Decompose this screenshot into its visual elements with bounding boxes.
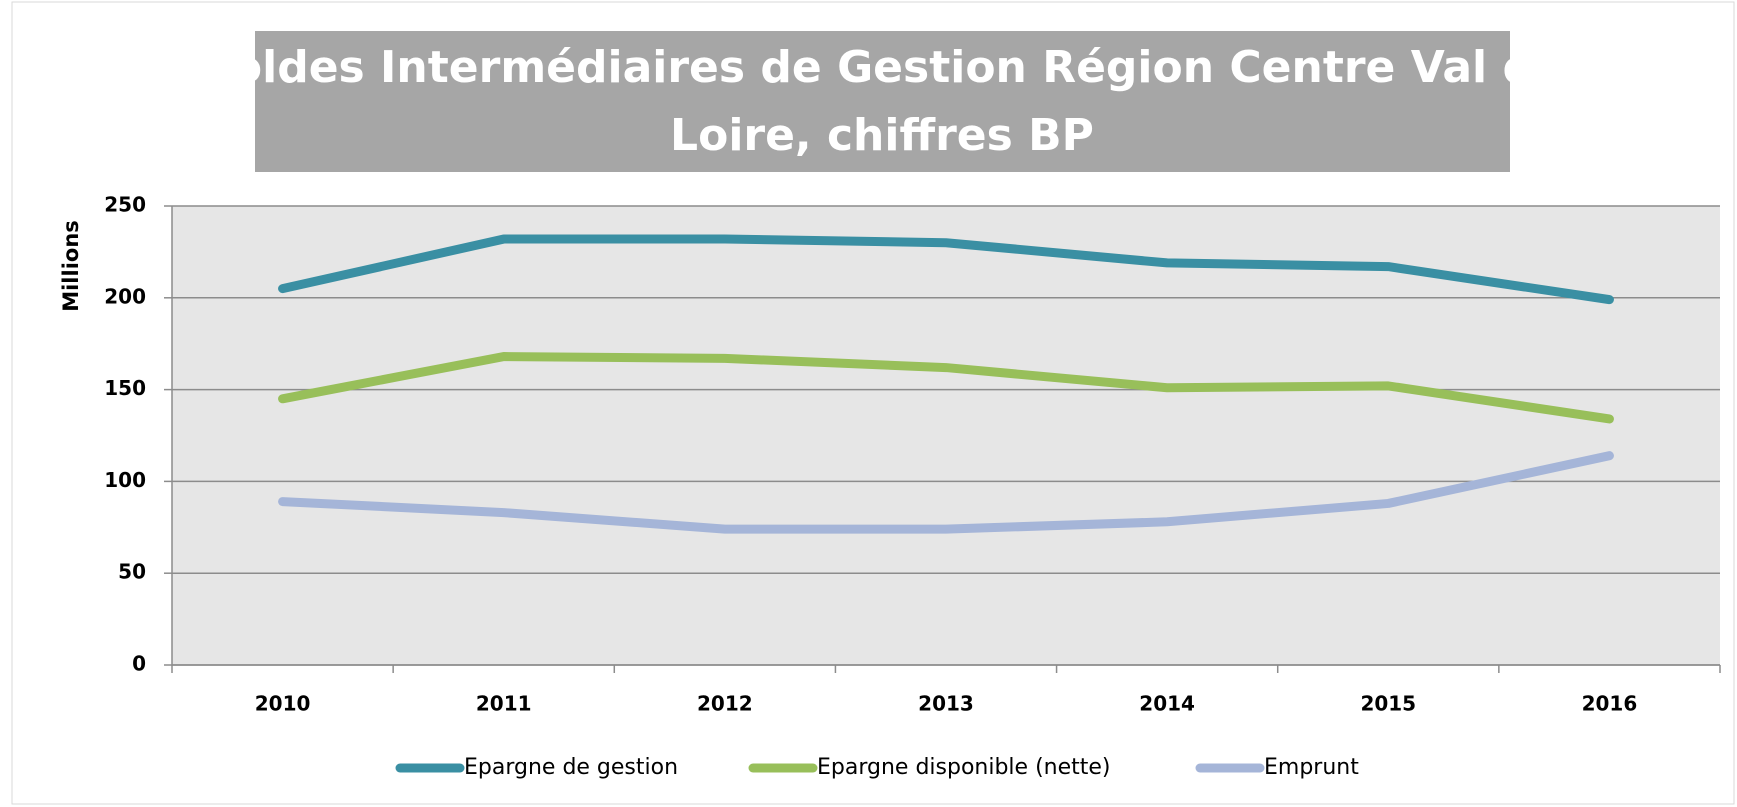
y-tick-label: 250 bbox=[104, 193, 146, 217]
x-tick-label: 2010 bbox=[255, 692, 311, 716]
x-tick-label: 2015 bbox=[1360, 692, 1416, 716]
y-tick-label: 50 bbox=[118, 560, 146, 584]
legend-label: Emprunt bbox=[1264, 755, 1359, 780]
series-line bbox=[278, 352, 1614, 424]
y-axis-label: Millions bbox=[59, 220, 83, 312]
y-tick-label: 150 bbox=[104, 376, 146, 400]
x-tick-label: 2011 bbox=[476, 692, 532, 716]
chart-title: Soldes Intermédiaires de Gestion Région … bbox=[200, 42, 1564, 161]
x-tick-label: 2013 bbox=[918, 692, 974, 716]
y-tick-label: 100 bbox=[104, 468, 146, 492]
title-box bbox=[255, 31, 1510, 172]
legend-label: Epargne disponible (nette) bbox=[817, 755, 1111, 780]
legend-label: Epargne de gestion bbox=[464, 755, 678, 780]
y-tick-label: 200 bbox=[104, 284, 146, 308]
x-tick-label: 2014 bbox=[1139, 692, 1195, 716]
series-line bbox=[278, 234, 1614, 305]
series-line bbox=[278, 451, 1614, 534]
y-tick-label: 0 bbox=[132, 652, 146, 676]
x-tick-label: 2012 bbox=[697, 692, 753, 716]
plot-area bbox=[172, 206, 1720, 665]
x-tick-label: 2016 bbox=[1582, 692, 1638, 716]
